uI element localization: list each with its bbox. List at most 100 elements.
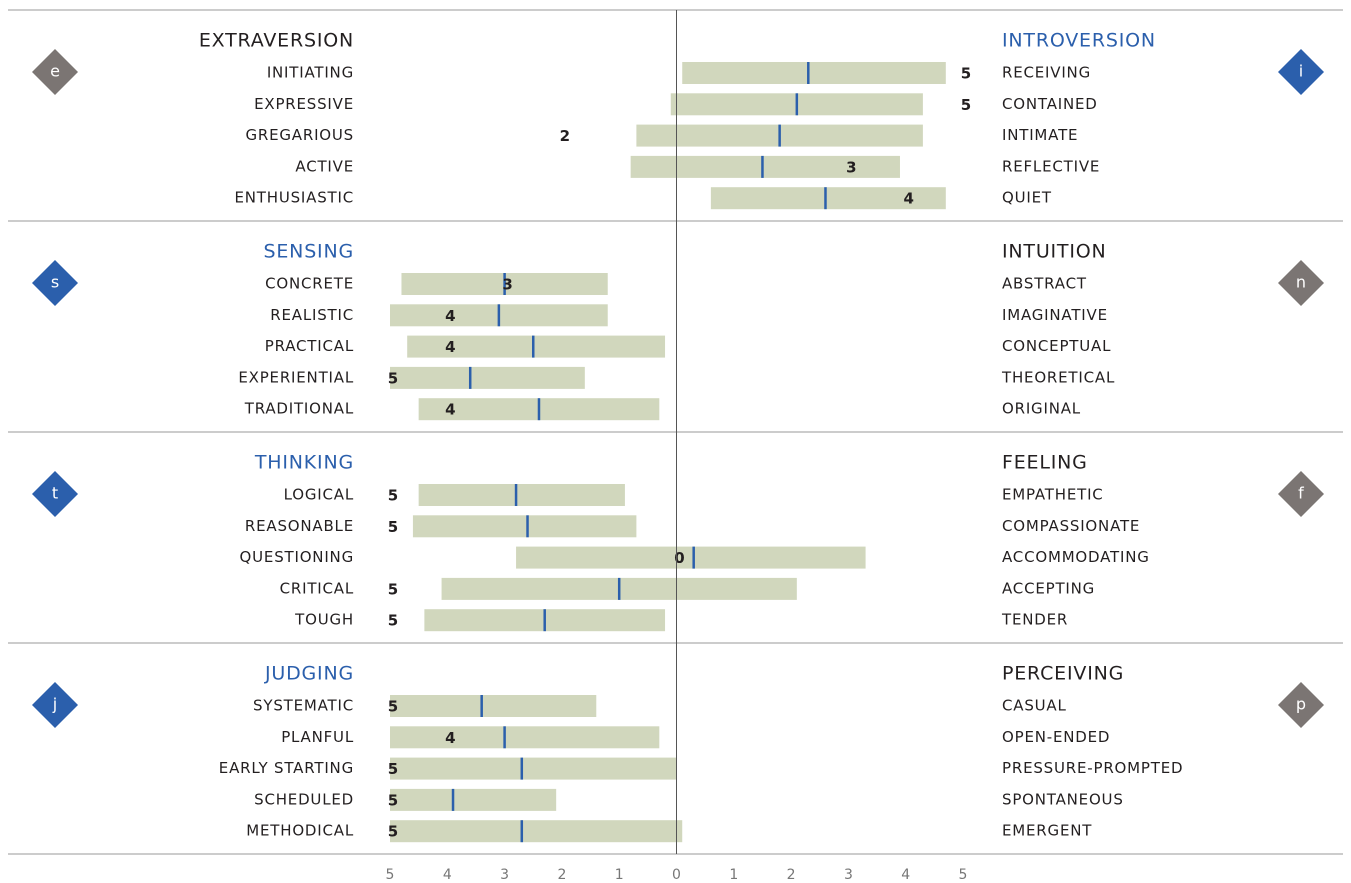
score-label: 5 [388, 518, 398, 536]
score-label: 5 [388, 487, 398, 505]
left-letter: s [51, 273, 59, 292]
right-facet: COMPASSIONATE [1002, 517, 1140, 535]
range-bar [516, 546, 866, 569]
left-facet: SYSTEMATIC [253, 697, 354, 715]
left-facet: INITIATING [267, 64, 354, 82]
score-label: 5 [961, 96, 971, 114]
left-facet: PRACTICAL [265, 337, 354, 355]
left-facet: CRITICAL [280, 579, 354, 597]
right-facet: EMPATHETIC [1002, 486, 1104, 504]
score-label: 4 [445, 729, 455, 747]
score-label: 5 [388, 698, 398, 716]
left-pole: SENSING [264, 241, 354, 263]
right-pole: PERCEIVING [1002, 663, 1124, 685]
right-facet: QUIET [1002, 189, 1052, 207]
score-label: 3 [502, 276, 512, 294]
score-label: 2 [560, 127, 570, 145]
right-pole: INTUITION [1002, 241, 1107, 263]
score-label: 5 [388, 760, 398, 778]
score-label: 3 [846, 158, 856, 176]
score-label: 5 [388, 369, 398, 387]
right-facet: EMERGENT [1002, 822, 1092, 840]
left-facet: REASONABLE [245, 517, 354, 535]
range-bar [407, 335, 666, 358]
range-bar [412, 515, 637, 538]
left-pole: EXTRAVERSION [199, 30, 354, 52]
x-tick-label: 1 [615, 867, 624, 883]
range-bar [710, 187, 946, 210]
x-tick-label: 0 [672, 867, 681, 883]
left-facet: TRADITIONAL [244, 400, 354, 418]
left-facet: REALISTIC [270, 306, 354, 324]
left-facet: GREGARIOUS [245, 126, 354, 144]
right-facet: ACCEPTING [1002, 579, 1095, 597]
right-letter: f [1298, 484, 1304, 503]
right-facet: REFLECTIVE [1002, 157, 1100, 175]
right-facet: CONCEPTUAL [1002, 337, 1111, 355]
left-letter: e [50, 62, 60, 81]
left-icon [32, 471, 78, 517]
right-facet: PRESSURE-PROMPTED [1002, 759, 1183, 777]
left-facet: LOGICAL [284, 486, 354, 504]
score-label: 5 [388, 580, 398, 598]
right-pole: FEELING [1002, 452, 1088, 474]
right-letter: n [1296, 273, 1306, 292]
score-label: 5 [388, 612, 398, 630]
score-label: 5 [388, 791, 398, 809]
right-facet: SPONTANEOUS [1002, 790, 1124, 808]
right-letter: i [1299, 62, 1303, 81]
range-bar [390, 695, 597, 717]
left-icon [32, 260, 78, 306]
left-facet: EXPERIENTIAL [238, 368, 354, 386]
x-tick-label: 1 [729, 867, 738, 883]
right-icon [1278, 49, 1324, 95]
right-icon [1278, 682, 1324, 728]
right-facet: CASUAL [1002, 697, 1067, 715]
range-bar [682, 62, 946, 84]
right-facet: ABSTRACT [1002, 275, 1087, 293]
score-label: 5 [388, 823, 398, 841]
x-tick-label: 4 [901, 867, 910, 883]
left-pole: JUDGING [264, 663, 354, 685]
left-facet: EARLY STARTING [219, 759, 354, 777]
left-facet: QUESTIONING [240, 548, 354, 566]
x-tick-label: 3 [844, 867, 853, 883]
x-tick-label: 5 [386, 867, 395, 883]
score-label: 4 [445, 307, 455, 325]
right-letter: p [1296, 695, 1306, 714]
left-letter: t [52, 484, 58, 503]
left-facet: ENTHUSIASTIC [234, 189, 354, 207]
right-facet: THEORETICAL [1001, 368, 1115, 386]
score-label: 5 [961, 65, 971, 83]
score-label: 4 [445, 338, 455, 356]
left-facet: EXPRESSIVE [254, 95, 354, 113]
left-pole: THINKING [254, 452, 354, 474]
score-label: 0 [674, 549, 684, 567]
left-letter: j [52, 695, 57, 714]
left-facet: PLANFUL [281, 728, 354, 746]
right-icon [1278, 260, 1324, 306]
x-tick-label: 3 [500, 867, 509, 883]
right-facet: ORIGINAL [1002, 400, 1081, 418]
x-tick-label: 5 [959, 867, 968, 883]
range-bar [390, 757, 677, 780]
score-label: 4 [445, 401, 455, 419]
right-facet: RECEIVING [1002, 64, 1091, 82]
right-facet: IMAGINATIVE [1002, 306, 1108, 324]
score-label: 4 [903, 190, 913, 208]
range-bar [390, 820, 683, 843]
left-facet: METHODICAL [246, 822, 354, 840]
left-icon [32, 682, 78, 728]
x-tick-label: 2 [557, 867, 566, 883]
right-facet: OPEN-ENDED [1002, 728, 1110, 746]
range-bar [418, 484, 625, 506]
right-facet: CONTAINED [1002, 95, 1098, 113]
left-facet: CONCRETE [265, 275, 354, 293]
right-pole: INTROVERSION [1002, 30, 1156, 52]
right-facet: TENDER [1001, 611, 1068, 629]
x-tick-label: 2 [787, 867, 796, 883]
right-facet: ACCOMMODATING [1002, 548, 1150, 566]
range-bar [390, 788, 557, 811]
range-bar [630, 155, 900, 178]
